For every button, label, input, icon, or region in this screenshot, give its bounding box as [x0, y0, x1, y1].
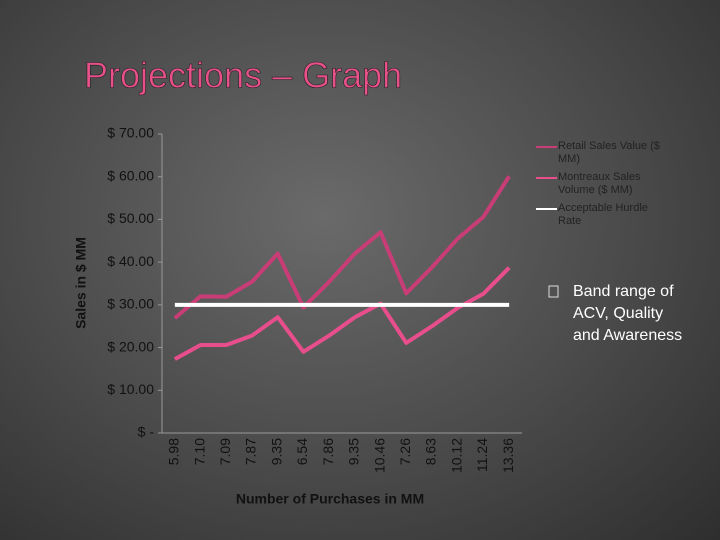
x-tick-label: 6.54 [294, 438, 310, 465]
y-tick-label: $ 70.00 [107, 125, 154, 141]
chart-title: Projections – Graph [84, 55, 402, 96]
legend-label: Montreaux Sales Volume ($ MM) [558, 171, 641, 196]
bullet-text: Band range of ACV, Quality and Awareness [573, 283, 683, 344]
x-tick-label: 7.26 [397, 438, 413, 465]
y-axis-title: Sales in $ MM [73, 237, 89, 329]
y-tick-label: $ 50.00 [107, 210, 154, 226]
x-tick-label: 8.63 [423, 438, 439, 465]
series-line [173, 266, 511, 361]
x-tick-label: 7.09 [217, 438, 233, 465]
x-tick-label: 10.46 [371, 438, 387, 473]
x-tick-label: 7.86 [320, 438, 336, 465]
legend-label: Acceptable Hurdle Rate [558, 202, 648, 227]
y-tick-label: $ 40.00 [107, 253, 154, 269]
x-axis-title: Number of Purchases in MM [236, 491, 424, 507]
y-tick-label: $ 10.00 [107, 381, 154, 397]
legend-label: Retail Sales Value ($ MM) [558, 140, 660, 165]
y-tick-label: $ 30.00 [107, 296, 154, 312]
x-tick-label: 11.24 [474, 438, 490, 472]
x-tick-label: 5.98 [166, 438, 182, 465]
x-tick-label: 7.87 [243, 438, 259, 465]
y-tick-label: $ 20.00 [107, 338, 154, 354]
x-tick-label: 10.12 [448, 438, 464, 473]
x-tick-label: 9.35 [268, 438, 284, 465]
y-tick-label: $ - [138, 424, 155, 440]
y-tick-label: $ 60.00 [107, 167, 154, 183]
x-tick-label: 7.10 [191, 438, 207, 465]
x-tick-label: 9.35 [346, 438, 362, 465]
x-tick-label: 13.36 [500, 438, 516, 473]
series-line [173, 175, 511, 320]
bullet-box [548, 285, 559, 298]
